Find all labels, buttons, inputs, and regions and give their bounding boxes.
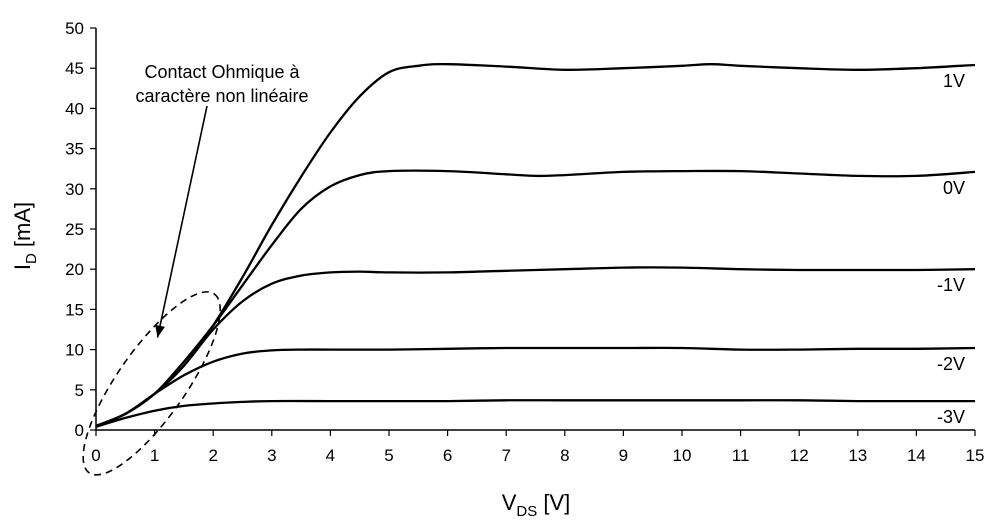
annotation-ellipse xyxy=(82,291,221,476)
x-tick-label: 12 xyxy=(790,446,809,465)
series-label: 1V xyxy=(943,71,965,91)
y-tick-label: 30 xyxy=(65,180,84,199)
x-tick-label: 9 xyxy=(619,446,628,465)
series-labels: 1V 0V -1V -2V -3V xyxy=(937,71,965,427)
annotation: Contact Ohmique à caractère non linéaire xyxy=(82,62,309,476)
series-line xyxy=(95,266,976,428)
y-tick-label: 20 xyxy=(65,260,84,279)
y-tick-label: 0 xyxy=(75,421,84,440)
x-tick-label: 0 xyxy=(91,446,100,465)
x-axis-title: VDS [V] xyxy=(502,490,571,520)
series-lines xyxy=(95,63,976,428)
y-tick-label: 5 xyxy=(75,381,84,400)
series-label: -3V xyxy=(937,407,965,427)
x-tick-label: 2 xyxy=(208,446,217,465)
y-tick-label: 45 xyxy=(65,59,84,78)
y-tick-label: 15 xyxy=(65,300,84,319)
x-tick-label: 4 xyxy=(326,446,335,465)
axes xyxy=(95,28,975,431)
x-tick-label: 8 xyxy=(560,446,569,465)
series-label: -2V xyxy=(937,354,965,374)
annotation-arrowhead xyxy=(155,324,165,338)
series-line xyxy=(95,63,976,428)
y-tick-label: 25 xyxy=(65,220,84,239)
y-tick-label: 50 xyxy=(65,19,84,38)
y-ticks: 0 5 10 15 20 25 30 35 40 45 50 xyxy=(65,19,96,440)
x-tick-label: 7 xyxy=(501,446,510,465)
series-line xyxy=(95,346,976,428)
series-line xyxy=(95,399,975,428)
x-tick-label: 14 xyxy=(907,446,926,465)
y-tick-label: 10 xyxy=(65,341,84,360)
y-tick-label: 35 xyxy=(65,140,84,159)
series-label: 0V xyxy=(943,178,965,198)
series-label: -1V xyxy=(937,275,965,295)
x-tick-label: 1 xyxy=(150,446,159,465)
x-ticks: 0 1 2 3 4 5 6 7 8 9 10 11 12 13 14 15 xyxy=(91,430,984,465)
x-tick-label: 5 xyxy=(384,446,393,465)
x-tick-label: 11 xyxy=(732,446,750,465)
series-line xyxy=(95,169,976,428)
y-tick-label: 40 xyxy=(65,99,84,118)
x-tick-label: 3 xyxy=(267,446,276,465)
x-tick-label: 10 xyxy=(673,446,692,465)
x-tick-label: 6 xyxy=(443,446,452,465)
x-tick-label: 15 xyxy=(966,446,985,465)
annotation-text: caractère non linéaire xyxy=(135,86,308,106)
annotation-arrow xyxy=(156,105,208,338)
y-axis-title: ID [mA] xyxy=(10,202,40,270)
annotation-text: Contact Ohmique à xyxy=(144,62,300,82)
x-tick-label: 13 xyxy=(848,446,867,465)
